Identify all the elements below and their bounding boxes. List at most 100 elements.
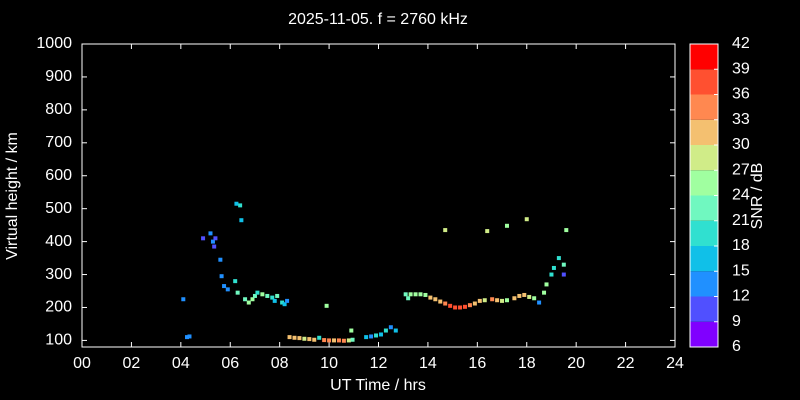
x-tick-label: 24 (666, 355, 684, 372)
scatter-point (472, 301, 477, 306)
y-tick-label: 500 (45, 200, 72, 217)
scatter-point (239, 218, 244, 223)
y-tick-label: 400 (45, 233, 72, 250)
scatter-point (185, 335, 190, 340)
scatter-point (246, 300, 251, 305)
scatter-point (292, 335, 297, 340)
scatter-point (453, 305, 458, 310)
x-tick-label: 08 (271, 355, 289, 372)
y-tick-label: 1000 (36, 35, 72, 52)
scatter-point (549, 272, 554, 277)
scatter-point (369, 334, 374, 339)
colorbar-tick-label: 30 (732, 136, 750, 153)
colorbar-band (690, 145, 718, 171)
scatter-point (406, 296, 411, 301)
colorbar-band (690, 44, 718, 70)
scatter-point (302, 336, 307, 341)
x-tick-label: 04 (172, 355, 190, 372)
x-tick-label: 14 (419, 355, 437, 372)
scatter-point (349, 328, 354, 333)
colorbar-tick-label: 27 (732, 161, 750, 178)
scatter-point (527, 294, 532, 299)
scatter-point (504, 223, 509, 228)
colorbar-band (690, 69, 718, 95)
colorbar-tick-label: 24 (732, 187, 750, 204)
colorbar-band (690, 195, 718, 221)
colorbar-band (690, 94, 718, 120)
scatter-point (551, 265, 556, 270)
scatter-point (243, 297, 248, 302)
x-tick-label: 00 (73, 355, 91, 372)
scatter-point (482, 298, 487, 303)
colorbar-band (690, 220, 718, 246)
scatter-point (495, 298, 500, 303)
colorbar-tick-label: 9 (732, 313, 741, 330)
scatter-point (255, 290, 260, 295)
scatter-point (322, 338, 327, 343)
colorbar-band (690, 119, 718, 145)
x-tick-label: 22 (617, 355, 635, 372)
scatter-point (364, 335, 369, 340)
scatter-point (285, 298, 290, 303)
scatter-point (218, 257, 223, 262)
scatter-point (428, 295, 433, 300)
scatter-point (187, 334, 192, 339)
scatter-point (350, 337, 355, 342)
scatter-point (213, 236, 218, 241)
colorbar-band (690, 170, 718, 196)
scatter-point (443, 228, 448, 233)
y-tick-label: 800 (45, 101, 72, 118)
x-tick-label: 12 (370, 355, 388, 372)
scatter-point (458, 305, 463, 310)
scatter-point (270, 295, 275, 300)
colorbar-tick-label: 42 (732, 35, 750, 52)
scatter-point (317, 335, 322, 340)
scatter-point (324, 303, 329, 308)
scatter-point (327, 338, 332, 343)
scatter-point (537, 300, 542, 305)
scatter-point (564, 228, 569, 233)
x-tick-label: 20 (567, 355, 585, 372)
scatter-point (413, 292, 418, 297)
scatter-point (346, 338, 351, 343)
scatter-point (233, 279, 238, 284)
scatter-point (210, 239, 215, 244)
scatter-point (542, 290, 547, 295)
scatter-point (212, 244, 217, 249)
y-tick-label: 900 (45, 68, 72, 85)
scatter-point (477, 298, 482, 303)
x-tick-label: 02 (123, 355, 141, 372)
scatter-point (287, 335, 292, 340)
scatter-point (443, 301, 448, 306)
colorbar-label: SNR / dB (749, 163, 766, 230)
x-tick-label: 16 (468, 355, 486, 372)
scatter-point (378, 332, 383, 337)
colorbar-tick-label: 36 (732, 86, 750, 103)
scatter-point (467, 303, 472, 308)
scatter-point (201, 236, 206, 241)
scatter-point (282, 302, 287, 307)
scatter-point (252, 293, 257, 298)
plot-frame (81, 43, 676, 348)
scatter-point (219, 274, 224, 279)
scatter-point (307, 337, 312, 342)
colorbar-tick-label: 12 (732, 288, 750, 305)
scatter-point (522, 292, 527, 297)
scatter-point (225, 287, 230, 292)
scatter-point (208, 231, 213, 236)
y-axis-label: Virtual height / km (4, 132, 21, 260)
colorbar-tick-label: 6 (732, 338, 741, 355)
colorbar-band (690, 271, 718, 297)
scatter-point (374, 333, 379, 338)
scatter-point (250, 297, 255, 302)
scatter-point (517, 293, 522, 298)
scatter-point (418, 292, 423, 297)
colorbar-tick-label: 21 (732, 212, 750, 229)
scatter-point (512, 296, 517, 301)
x-axis-label: UT Time / hrs (330, 377, 426, 394)
scatter-point (408, 292, 413, 297)
scatter-point (393, 328, 398, 333)
scatter-point (561, 272, 566, 277)
scatter-point (433, 297, 438, 302)
